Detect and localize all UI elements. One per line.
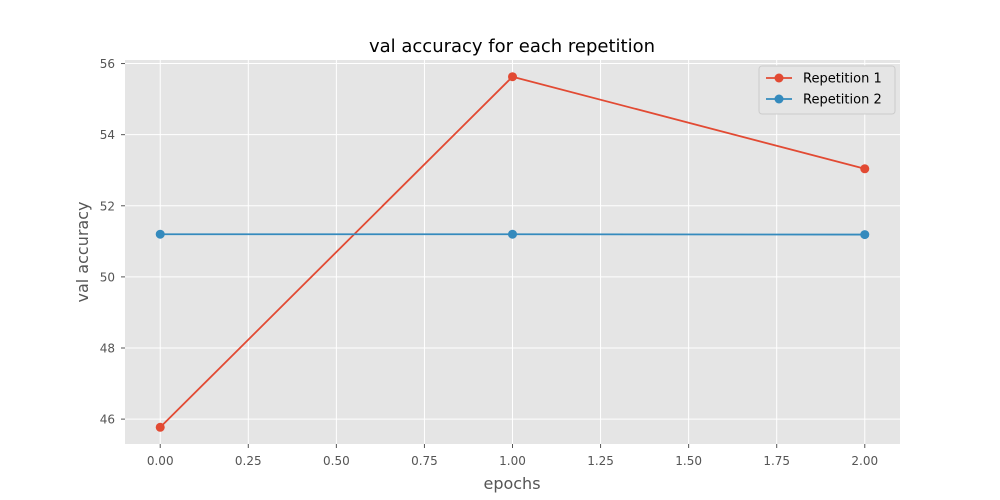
x-tick-label: 2.00: [851, 454, 878, 468]
series-repetition-1: [155, 72, 870, 432]
legend-label-repetition-1: Repetition 1: [803, 72, 882, 87]
data-point-repetition-2: [508, 229, 517, 239]
y-tick-label: 52: [100, 199, 115, 213]
data-point-repetition-2: [860, 230, 870, 240]
legend-marker-repetition-1: [774, 73, 784, 83]
series-repetition-2: [155, 229, 870, 240]
legend: Repetition 1 Repetition 2: [758, 65, 896, 115]
data-point-repetition-1: [508, 72, 517, 82]
data-point-repetition-2: [155, 229, 165, 239]
y-tick-label: 54: [100, 128, 115, 142]
x-tick-label: 1.75: [763, 454, 790, 468]
y-axis-ticks: 46 48 50 52 54 56: [100, 57, 125, 427]
data-point-repetition-1: [860, 164, 870, 174]
chart-title: val accuracy for each repetition: [369, 36, 655, 57]
x-tick-label: 1.25: [587, 454, 614, 468]
legend-label-repetition-2: Repetition 2: [803, 93, 882, 108]
x-tick-label: 0.00: [147, 454, 174, 468]
legend-marker-repetition-2: [774, 94, 784, 104]
y-tick-label: 50: [100, 270, 115, 284]
data-point-repetition-1: [155, 422, 165, 432]
y-tick-label: 46: [100, 413, 115, 427]
x-axis-ticks: 0.00 0.25 0.50 0.75 1.00 1.25 1.50 1.75 2.00: [147, 444, 878, 468]
x-tick-label: 0.50: [323, 454, 350, 468]
x-tick-label: 0.75: [411, 454, 438, 468]
x-tick-label: 0.25: [235, 454, 262, 468]
x-tick-label: 1.00: [499, 454, 526, 468]
x-axis-label: epochs: [483, 474, 540, 493]
y-gridlines: [125, 63, 900, 420]
y-tick-label: 48: [100, 342, 115, 356]
series-layer: [155, 72, 870, 432]
legend-box: [758, 65, 896, 115]
y-tick-label: 56: [100, 57, 115, 71]
x-tick-label: 1.50: [675, 454, 702, 468]
y-axis-label: val accuracy: [73, 202, 92, 303]
